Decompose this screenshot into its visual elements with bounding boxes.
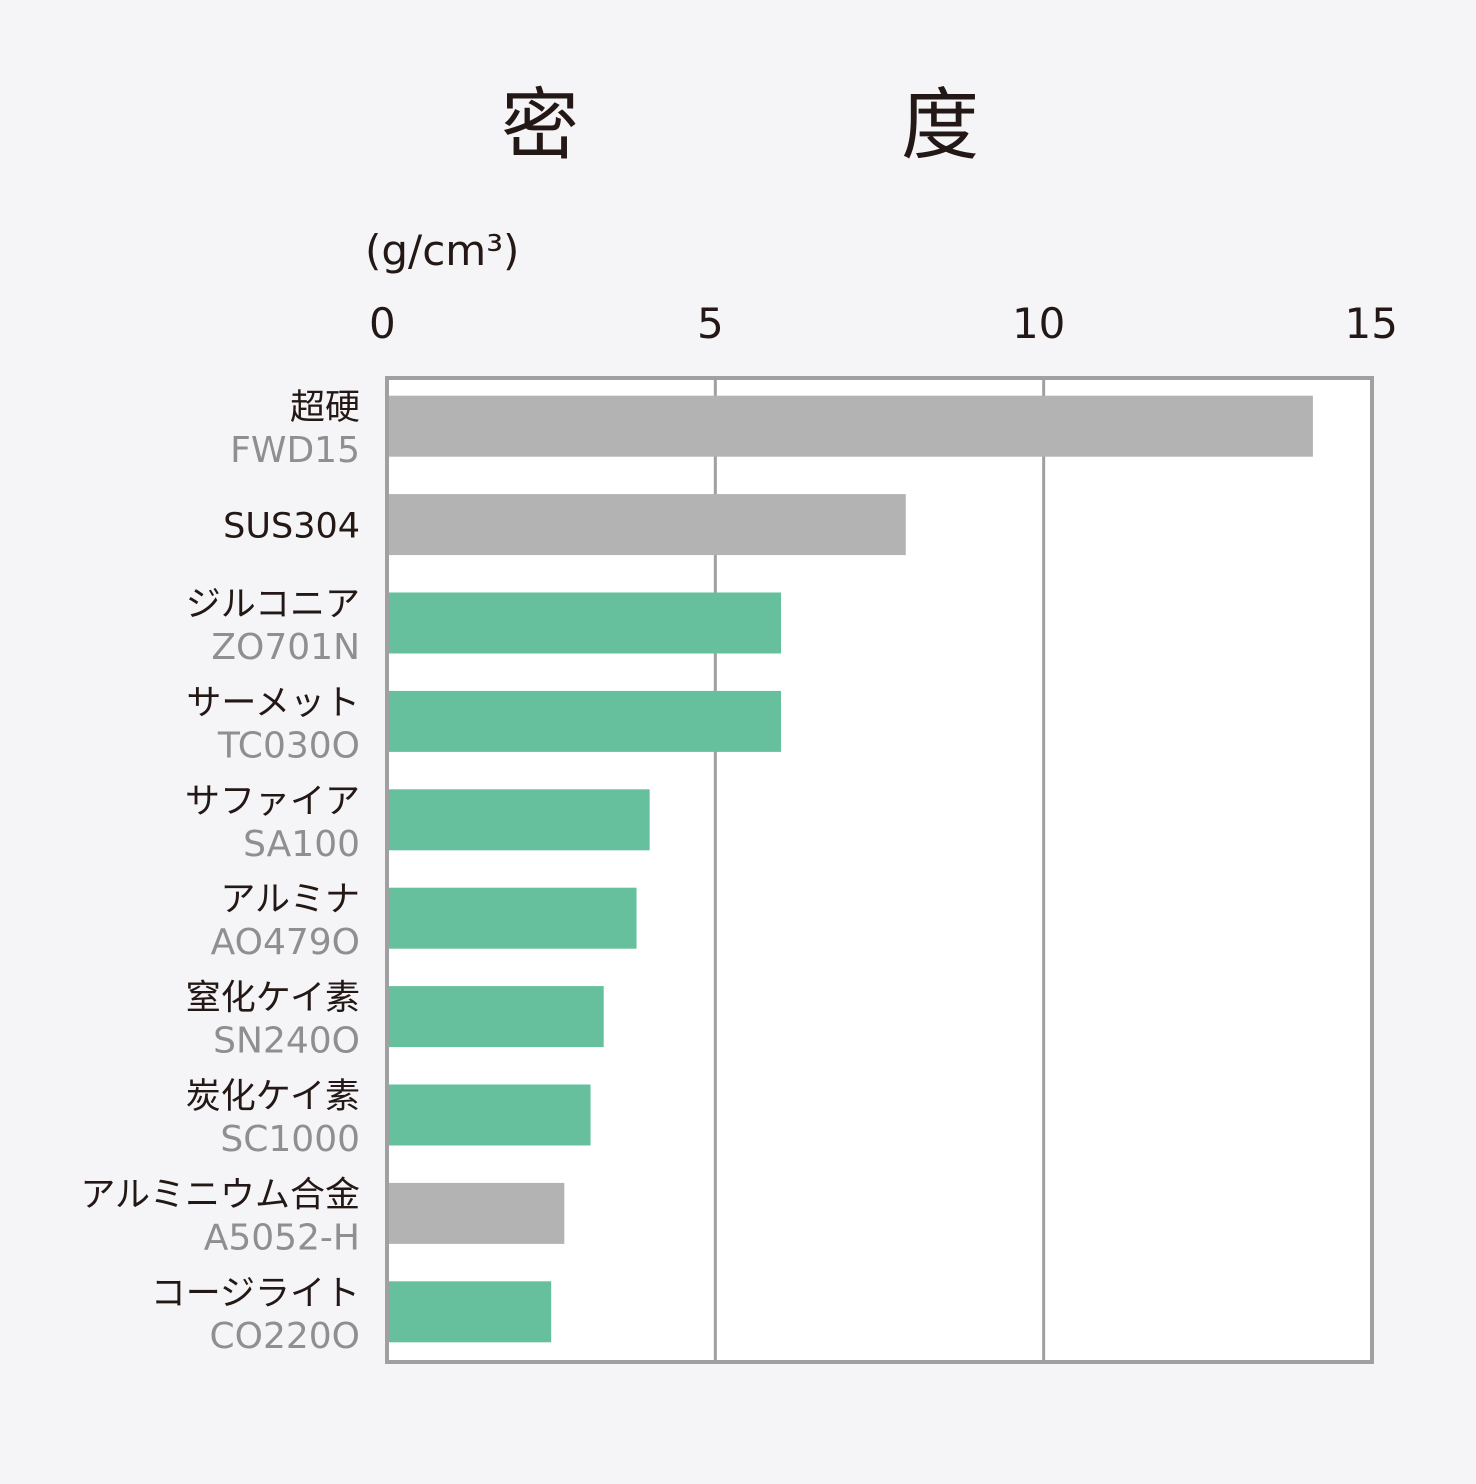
bar-ZO701N (389, 592, 781, 654)
category-name-label: 炭化ケイ素 (186, 1077, 360, 1117)
bar-FWD15 (389, 395, 1313, 457)
chart-title-char-2: 度 (901, 81, 979, 171)
x-tick-label-15: 15 (1345, 299, 1398, 348)
bar-SN240O (389, 986, 604, 1048)
category-grade-label: ZO701N (211, 627, 360, 668)
category-grade-label: A5052-H (204, 1217, 360, 1258)
bar-A5052-H (389, 1182, 565, 1244)
bar-SC1000 (389, 1084, 591, 1146)
category-name-label: コージライト (151, 1274, 360, 1314)
category-name-label: 超硬 (290, 388, 360, 428)
x-tick-label-0: 0 (369, 299, 396, 348)
x-tick-label-5: 5 (697, 299, 724, 348)
category-grade-label: SN240O (213, 1021, 360, 1062)
category-name-label: SUS304 (223, 507, 360, 547)
category-name-label: アルミナ (220, 880, 360, 920)
bars (389, 395, 1313, 1343)
category-grade-label: FWD15 (230, 430, 360, 471)
category-name-label: サファイア (185, 782, 360, 822)
category-grade-label: SA100 (243, 824, 360, 865)
x-axis-ticks: 0 5 10 15 (369, 299, 1398, 348)
unit-label: (g/cm³) (365, 226, 519, 275)
category-grade-label: TC030O (217, 725, 360, 766)
bar-CO220O (389, 1281, 552, 1343)
bar-AO479O (389, 887, 637, 949)
x-tick-label-10: 10 (1012, 299, 1065, 348)
chart-title-char-1: 密 (501, 81, 579, 171)
category-name-label: サーメット (186, 683, 360, 723)
category-name-label: 窒化ケイ素 (186, 979, 360, 1019)
category-name-label: アルミニウム合金 (80, 1175, 360, 1215)
category-name-label: ジルコニア (186, 585, 360, 625)
category-grade-label: CO220O (209, 1316, 360, 1357)
bar-TC030O (389, 690, 781, 752)
category-grade-label: AO479O (211, 922, 360, 963)
category-grade-label: SC1000 (220, 1119, 360, 1160)
bar-SUS304 (389, 494, 906, 556)
plot-frame (385, 376, 1374, 1364)
bar-SA100 (389, 789, 650, 851)
